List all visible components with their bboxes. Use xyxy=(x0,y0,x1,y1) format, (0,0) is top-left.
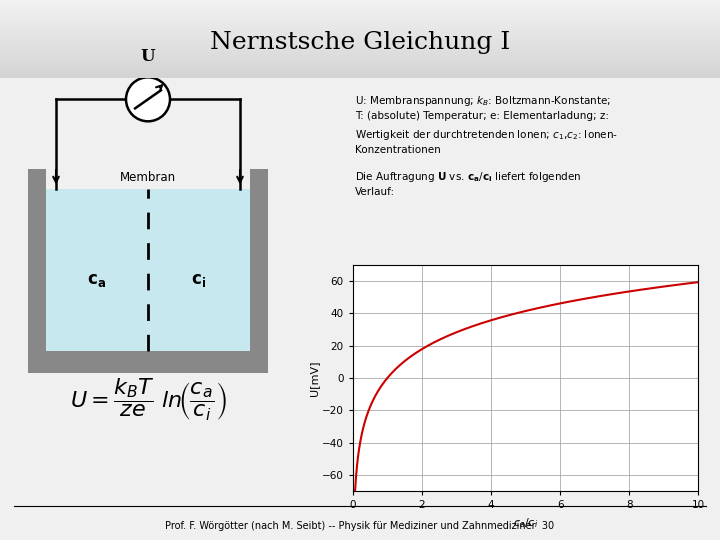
Bar xyxy=(0,33,720,35)
Text: $\mathbf{c_i}$: $\mathbf{c_i}$ xyxy=(192,272,207,289)
Bar xyxy=(0,55,720,56)
Text: U: U xyxy=(140,48,156,65)
Bar xyxy=(0,11,720,12)
X-axis label: $c_a/c_i$: $c_a/c_i$ xyxy=(513,516,538,530)
Bar xyxy=(0,40,720,42)
Circle shape xyxy=(126,77,170,122)
Bar xyxy=(0,0,720,2)
Bar xyxy=(0,63,720,64)
Bar xyxy=(0,75,720,77)
Bar xyxy=(0,77,720,78)
Bar xyxy=(0,6,720,8)
Bar xyxy=(0,14,720,16)
Bar xyxy=(0,38,720,39)
Bar xyxy=(0,39,720,40)
Bar xyxy=(0,23,720,25)
Bar xyxy=(0,68,720,69)
Text: Prof. F. Wörgötter (nach M. Seibt) -- Physik für Mediziner und Zahnmediziner  30: Prof. F. Wörgötter (nach M. Seibt) -- Ph… xyxy=(166,521,554,531)
Bar xyxy=(0,16,720,17)
Bar xyxy=(0,52,720,53)
Bar xyxy=(46,190,250,352)
Text: Konzentrationen: Konzentrationen xyxy=(355,145,441,156)
Text: Verlauf:: Verlauf: xyxy=(355,187,395,197)
Bar xyxy=(0,2,720,3)
Bar xyxy=(0,56,720,58)
Bar xyxy=(0,22,720,23)
Bar xyxy=(0,17,720,19)
Bar xyxy=(0,19,720,21)
Bar xyxy=(0,72,720,73)
Bar xyxy=(0,3,720,5)
Bar xyxy=(0,28,720,30)
Bar xyxy=(0,69,720,71)
Bar xyxy=(250,170,268,352)
Bar xyxy=(0,9,720,11)
Bar xyxy=(0,12,720,14)
Text: $\mathbf{c_a}$: $\mathbf{c_a}$ xyxy=(88,272,107,289)
Bar xyxy=(0,26,720,28)
Bar xyxy=(0,45,720,47)
Bar xyxy=(0,49,720,50)
Bar xyxy=(0,36,720,38)
Bar xyxy=(0,64,720,66)
Text: Wertigkeit der durchtretenden Ionen; $c_1$,$c_2$: Ionen-: Wertigkeit der durchtretenden Ionen; $c_… xyxy=(355,129,618,143)
Text: $U = \dfrac{k_B T}{ze}\ \mathit{ln}\!\left(\dfrac{c_a}{c_i}\right)$: $U = \dfrac{k_B T}{ze}\ \mathit{ln}\!\le… xyxy=(70,376,226,422)
Bar xyxy=(0,73,720,75)
Bar xyxy=(0,53,720,55)
Y-axis label: U[mV]: U[mV] xyxy=(309,360,319,396)
Text: T: (absolute) Temperatur; e: Elementarladung; z:: T: (absolute) Temperatur; e: Elementarla… xyxy=(355,111,609,122)
Bar xyxy=(0,58,720,59)
Bar xyxy=(0,25,720,26)
Bar xyxy=(0,44,720,45)
Text: Membran: Membran xyxy=(120,171,176,184)
Bar xyxy=(0,35,720,36)
Bar xyxy=(0,30,720,31)
Bar xyxy=(28,352,268,374)
Bar xyxy=(0,50,720,52)
Text: Die Auftragung $\bf{U}$ vs. $\bf{c_a}$/$\bf{c_i}$ liefert folgenden: Die Auftragung $\bf{U}$ vs. $\bf{c_a}$/$… xyxy=(355,170,581,184)
Bar xyxy=(0,71,720,72)
Bar xyxy=(0,21,720,22)
Bar xyxy=(0,59,720,61)
Bar xyxy=(0,31,720,33)
Text: U: Membranspannung; $k_B$: Boltzmann-Konstante;: U: Membranspannung; $k_B$: Boltzmann-Kon… xyxy=(355,94,611,109)
Bar xyxy=(0,42,720,44)
Bar xyxy=(0,8,720,9)
Text: Nernstsche Gleichung I: Nernstsche Gleichung I xyxy=(210,31,510,54)
Bar xyxy=(0,5,720,6)
Bar xyxy=(0,47,720,49)
Bar xyxy=(28,170,46,352)
Bar xyxy=(0,61,720,63)
Bar xyxy=(0,66,720,68)
